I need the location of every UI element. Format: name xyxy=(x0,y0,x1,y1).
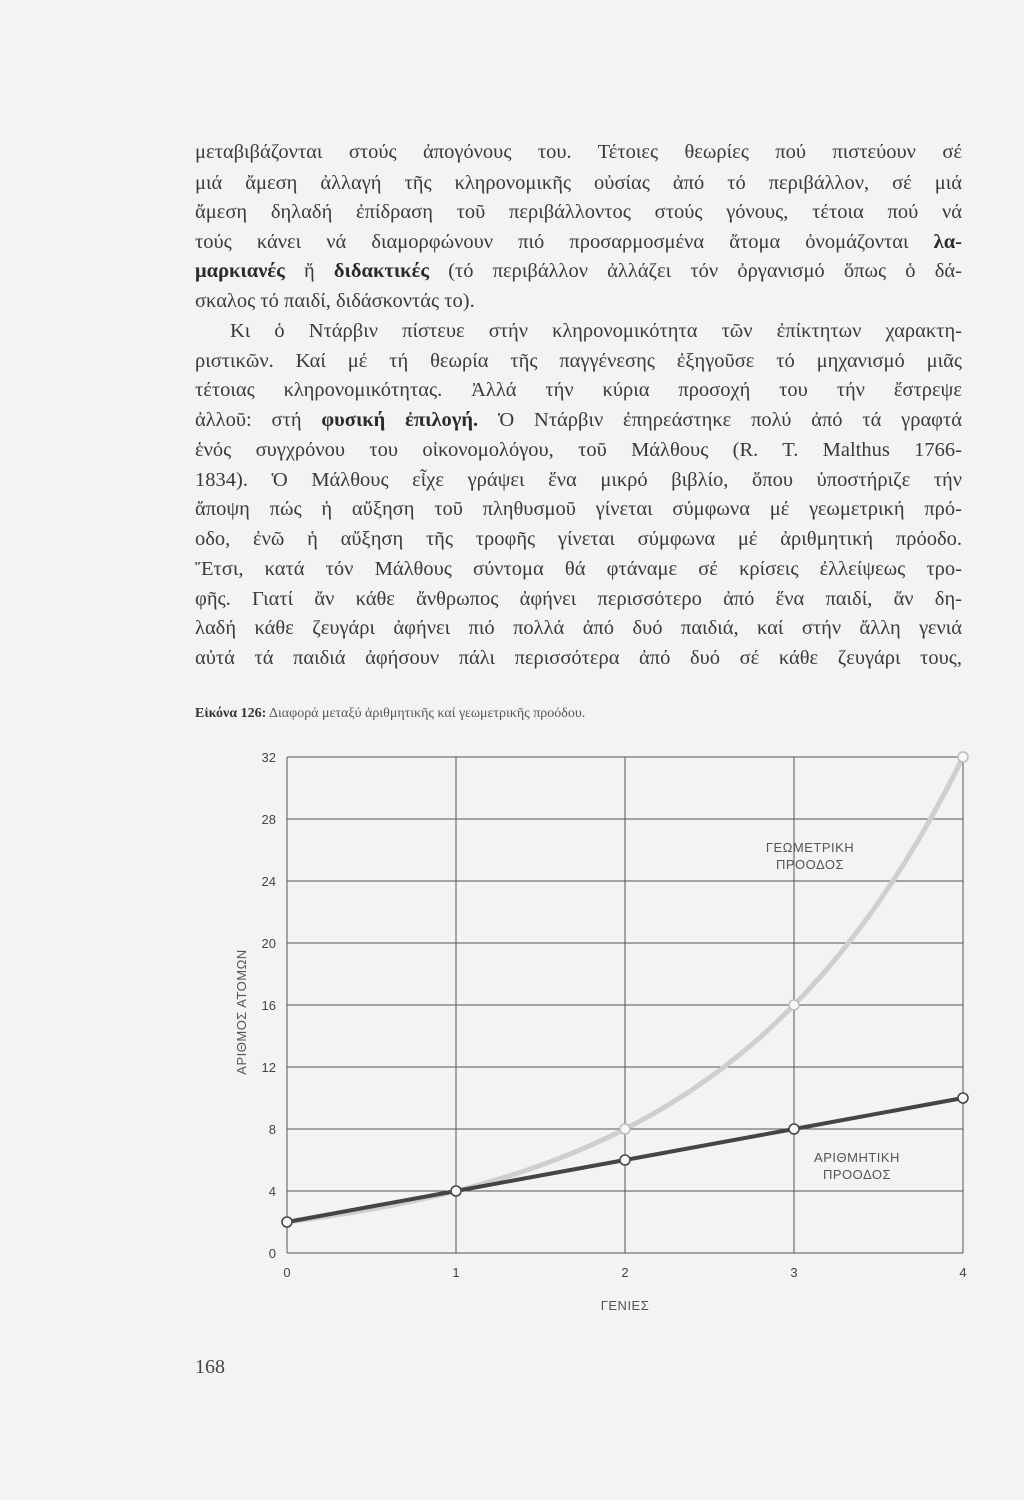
x-tick-label: 0 xyxy=(283,1265,290,1280)
text-span: ἄμεση δηλαδή ἐπίδραση τοῦ περιβάλλοντος … xyxy=(195,201,962,223)
text-span: (τό περιβάλλον ἀλλάζει τόν ὀργανισμό ὅπω… xyxy=(428,260,962,282)
arithmetic-series-label: ΑΡΙΘΜΗΤΙΚΗ xyxy=(814,1150,900,1165)
y-tick-label: 12 xyxy=(262,1060,276,1075)
text-line: ἄποψη πώς ἡ αὔξηση τοῦ πληθυσμοῦ γίνεται… xyxy=(195,497,962,521)
text-line: ἀλλοῦ: στή φυσική ἐπιλογή. Ὁ Ντάρβιν ἐπη… xyxy=(195,408,962,432)
text-span: Ἔτσι, κατά τόν Μάλθους σύντομα θά φτάναμ… xyxy=(195,558,962,580)
text-line: μαρκιανές ἤ διδακτικές (τό περιβάλλον ἀλ… xyxy=(195,259,962,283)
y-tick-label: 4 xyxy=(269,1184,276,1199)
y-tick-label: 8 xyxy=(269,1122,276,1137)
geometric-point xyxy=(957,751,969,763)
arithmetic-point xyxy=(281,1216,293,1228)
y-tick-label: 16 xyxy=(262,998,276,1013)
bold-term: μαρκιανές xyxy=(195,260,285,282)
text-span: φῆς. Γιατί ἄν κάθε ἄνθρωπος ἀφήνει περισ… xyxy=(195,588,962,610)
x-tick-label: 3 xyxy=(790,1265,797,1280)
text-line: λαδή κάθε ζευγάρι ἀφήνει πιό πολλά ἀπό δ… xyxy=(195,616,962,640)
text-span: σκαλος τό παιδί, διδάσκοντάς το). xyxy=(195,290,475,312)
figure-caption: Εἰκόνα 126: Διαφορά μεταξύ ἀριθμητικῆς κ… xyxy=(195,706,585,722)
text-line: ριστικῶν. Καί μέ τή θεωρία τῆς παγγένεση… xyxy=(195,349,962,373)
text-span: οδο, ἐνῶ ἡ αὔξηση τῆς τροφῆς γίνεται σύμ… xyxy=(195,528,962,550)
text-span: μεταβιβάζονται στούς ἀπογόνους του. Τέτο… xyxy=(195,141,962,163)
text-span: ἀλλοῦ: στή xyxy=(195,409,322,431)
y-axis-label: ΑΡΙΘΜΟΣ ΑΤΟΜΩΝ xyxy=(234,949,249,1074)
text-span: Κι ὁ Ντάρβιν πίστευε στήν κληρονομικότητ… xyxy=(230,320,962,342)
text-line: Ἔτσι, κατά τόν Μάλθους σύντομα θά φτάναμ… xyxy=(195,557,962,581)
text-span: μιά ἄμεση ἀλλαγή τῆς κληρονομικῆς οὐσίας… xyxy=(195,172,962,194)
text-span: ριστικῶν. Καί μέ τή θεωρία τῆς παγγένεση… xyxy=(195,350,962,372)
text-line: τέτοιας κληρονομικότητας. Ἀλλά τήν κύρια… xyxy=(195,378,962,402)
arithmetic-point xyxy=(788,1123,800,1135)
text-span: ἑνός συγχρόνου του οἰκονομολόγου, τοῦ Μά… xyxy=(195,439,962,461)
text-line: μιά ἄμεση ἀλλαγή τῆς κληρονομικῆς οὐσίας… xyxy=(195,171,962,195)
text-line: τούς κάνει νά διαμορφώνουν πιό προσαρμοσ… xyxy=(195,230,962,254)
geometric-series-label: ΓΕΩΜΕΤΡΙΚΗ xyxy=(766,840,854,855)
text-line: οδο, ἐνῶ ἡ αὔξηση τῆς τροφῆς γίνεται σύμ… xyxy=(195,527,962,551)
y-tick-label: 20 xyxy=(262,936,276,951)
text-span: 1834). Ὁ Μάλθους εἶχε γράψει ἕνα μικρό β… xyxy=(195,469,962,491)
x-tick-label: 4 xyxy=(959,1265,966,1280)
text-line: φῆς. Γιατί ἄν κάθε ἄνθρωπος ἀφήνει περισ… xyxy=(195,587,962,611)
arithmetic-point xyxy=(619,1154,631,1166)
bold-term: διδακτικές xyxy=(333,260,429,282)
y-tick-label: 0 xyxy=(269,1246,276,1261)
bold-term: λα- xyxy=(933,231,962,253)
text-span: τούς κάνει νά διαμορφώνουν πιό προσαρμοσ… xyxy=(195,231,934,253)
arithmetic-point xyxy=(957,1092,969,1104)
figure-label: Εἰκόνα 126: xyxy=(195,706,267,721)
text-span: Ὁ Ντάρβιν ἐπηρεάστηκε πολύ ἀπό τά γραφτά xyxy=(478,409,962,431)
page-number: 168 xyxy=(195,1356,225,1378)
x-tick-label: 2 xyxy=(621,1265,628,1280)
bold-term: φυσική ἐπιλογή. xyxy=(321,409,479,431)
text-line: ἑνός συγχρόνου του οἰκονομολόγου, τοῦ Μά… xyxy=(195,438,962,462)
y-tick-label: 28 xyxy=(262,812,276,827)
geometric-series-label: ΠΡΟΟΔΟΣ xyxy=(776,857,844,872)
x-axis-label: ΓΕΝΙΕΣ xyxy=(601,1298,650,1313)
x-tick-label: 1 xyxy=(452,1265,459,1280)
text-line: σκαλος τό παιδί, διδάσκοντάς το). xyxy=(195,289,962,313)
text-span: αὐτά τά παιδιά ἀφήσουν πάλι περισσότερα … xyxy=(195,647,962,669)
figure-caption-text: Διαφορά μεταξύ ἀριθμητικῆς καί γεωμετρικ… xyxy=(266,706,586,721)
text-line: μεταβιβάζονται στούς ἀπογόνους του. Τέτο… xyxy=(195,140,962,164)
text-line: Κι ὁ Ντάρβιν πίστευε στήν κληρονομικότητ… xyxy=(195,319,962,343)
text-line: ἄμεση δηλαδή ἐπίδραση τοῦ περιβάλλοντος … xyxy=(195,200,962,224)
arithmetic-point xyxy=(450,1185,462,1197)
arithmetic-series-label: ΠΡΟΟΔΟΣ xyxy=(823,1167,891,1182)
text-span: ἄποψη πώς ἡ αὔξηση τοῦ πληθυσμοῦ γίνεται… xyxy=(195,498,962,520)
geometric-point xyxy=(619,1123,631,1135)
y-tick-label: 32 xyxy=(262,750,276,765)
y-tick-label: 24 xyxy=(262,874,276,889)
text-span: λαδή κάθε ζευγάρι ἀφήνει πιό πολλά ἀπό δ… xyxy=(195,617,962,639)
text-span: ἤ xyxy=(284,260,334,282)
text-span: τέτοιας κληρονομικότητας. Ἀλλά τήν κύρια… xyxy=(195,379,962,401)
geometric-point xyxy=(788,999,800,1011)
text-line: 1834). Ὁ Μάλθους εἶχε γράψει ἕνα μικρό β… xyxy=(195,468,962,492)
text-line: αὐτά τά παιδιά ἀφήσουν πάλι περισσότερα … xyxy=(195,646,962,670)
